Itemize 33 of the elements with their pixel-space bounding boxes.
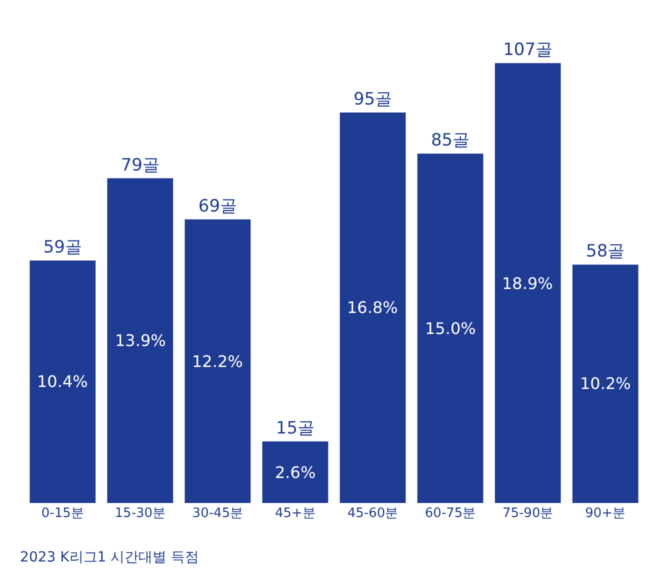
data-label: 79골 [120,155,160,176]
data-label: 95골 [353,89,392,110]
bar [417,154,484,503]
text: 2023 K리그1 시간대별 득점 [20,550,200,566]
x-tick-label: 45+분 [275,506,316,521]
bar [262,441,328,503]
annotation: 10.2% [580,374,631,393]
x-tick-label: 15-30분 [114,506,166,521]
annotation: 16.8% [347,298,398,317]
x-tick-label: 0-15분 [41,506,84,521]
bar [107,178,174,503]
annotation: 2.6% [275,463,316,482]
x-tick-label: 75-90분 [502,506,554,521]
data-label: 107골 [503,40,553,60]
x-tick-label: 90+분 [585,506,626,521]
annotation: 13.9% [115,331,166,350]
annotation: 10.4% [37,372,88,391]
x-tick-label: 60-75분 [424,506,476,521]
annotation: 15.0% [425,319,476,338]
bar [494,63,561,503]
bar [340,112,406,503]
annotation: 12.2% [192,352,243,371]
data-label: 59골 [43,237,82,258]
annotation: 18.9% [502,274,553,293]
bar [572,264,638,503]
data-label: 69골 [198,196,238,216]
x-tick-label: 45-60분 [347,506,398,521]
data-label: 15골 [276,418,315,438]
data-label: 85골 [430,130,470,151]
x-tick-label: 30-45분 [192,506,244,521]
data-label: 58골 [586,242,625,262]
bar [30,260,96,503]
bar [184,219,251,503]
